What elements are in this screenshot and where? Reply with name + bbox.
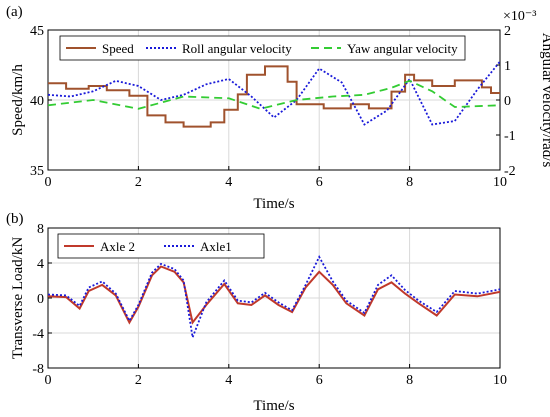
x-axis-label-a: Time/s — [253, 196, 294, 212]
legend-entry: Speed — [102, 41, 134, 56]
y-axis-label-b: Transverse Load/kN — [10, 237, 26, 360]
y-right-tick-label: 0 — [504, 94, 511, 109]
y-tick-label: -8 — [32, 362, 44, 377]
x-tick-label: 8 — [406, 175, 413, 190]
y-ticks-b: -8 -4 0 4 8 — [32, 222, 52, 377]
y-left-ticks-a: 35 40 45 — [30, 24, 52, 179]
legend-a: Speed Roll angular velocity Yaw angular ve… — [59, 35, 466, 61]
panel-a: (a) 35 40 45 -2 -1 0 1 2 0 2 4 6 8 10 Speed/km/h An… — [6, 4, 550, 212]
series-line-speed — [48, 65, 500, 128]
x-tick-label: 2 — [135, 175, 142, 190]
y-tick-label: 40 — [30, 94, 44, 109]
y-tick-label: -4 — [32, 327, 44, 342]
x-tick-label: 2 — [135, 373, 142, 388]
y-right-tick-label: -1 — [504, 129, 516, 144]
y-right-tick-label: -2 — [504, 164, 516, 179]
y-tick-label: 8 — [37, 222, 44, 237]
x-tick-label: 4 — [225, 373, 232, 388]
y-right-exponent-a: ×10⁻³ — [503, 9, 536, 24]
y-tick-label: 4 — [37, 257, 44, 272]
panel-label-b: (b) — [6, 211, 24, 227]
series-a — [48, 60, 500, 128]
legend-box-a — [59, 35, 466, 61]
series-b — [48, 254, 500, 341]
series-line-yaw-angular-velocity — [48, 79, 500, 110]
y-tick-label: 35 — [30, 164, 44, 179]
x-tick-label: 10 — [493, 175, 507, 190]
x-tick-label: 10 — [493, 373, 507, 388]
panel-b: (b) -8 -4 0 4 8 0 2 4 6 8 10 Transverse Load/kN T… — [6, 211, 507, 414]
legend-entry: Yaw angular velocity — [347, 41, 458, 56]
panel-label-a: (a) — [6, 4, 23, 20]
x-tick-label: 6 — [316, 373, 323, 388]
y-tick-label: 0 — [37, 292, 44, 307]
x-tick-label: 6 — [316, 175, 323, 190]
legend-entry: Roll angular velocity — [182, 41, 292, 56]
x-axis-label-b: Time/s — [253, 398, 294, 414]
legend-entry: Axle 2 — [100, 239, 135, 254]
x-tick-label: 8 — [406, 373, 413, 388]
y-right-tick-label: 2 — [504, 24, 511, 39]
x-tick-label: 0 — [45, 373, 52, 388]
y-right-ticks-a: -2 -1 0 1 2 — [496, 24, 516, 179]
x-ticks-b: 0 2 4 6 8 10 — [45, 364, 507, 388]
y-right-tick-label: 1 — [504, 59, 511, 74]
y-left-axis-label-a: Speed/km/h — [10, 64, 26, 136]
y-right-axis-label-a: Angular velocity/rad/s — [539, 33, 550, 168]
y-tick-label: 45 — [30, 24, 44, 39]
series-line-roll-angular-velocity — [48, 60, 500, 126]
legend-b: Axle 2 Axle1 — [57, 233, 265, 259]
x-tick-label: 4 — [225, 175, 232, 190]
x-tick-label: 0 — [45, 175, 52, 190]
legend-entry: Axle1 — [200, 239, 232, 254]
x-ticks-a: 0 2 4 6 8 10 — [45, 166, 507, 190]
